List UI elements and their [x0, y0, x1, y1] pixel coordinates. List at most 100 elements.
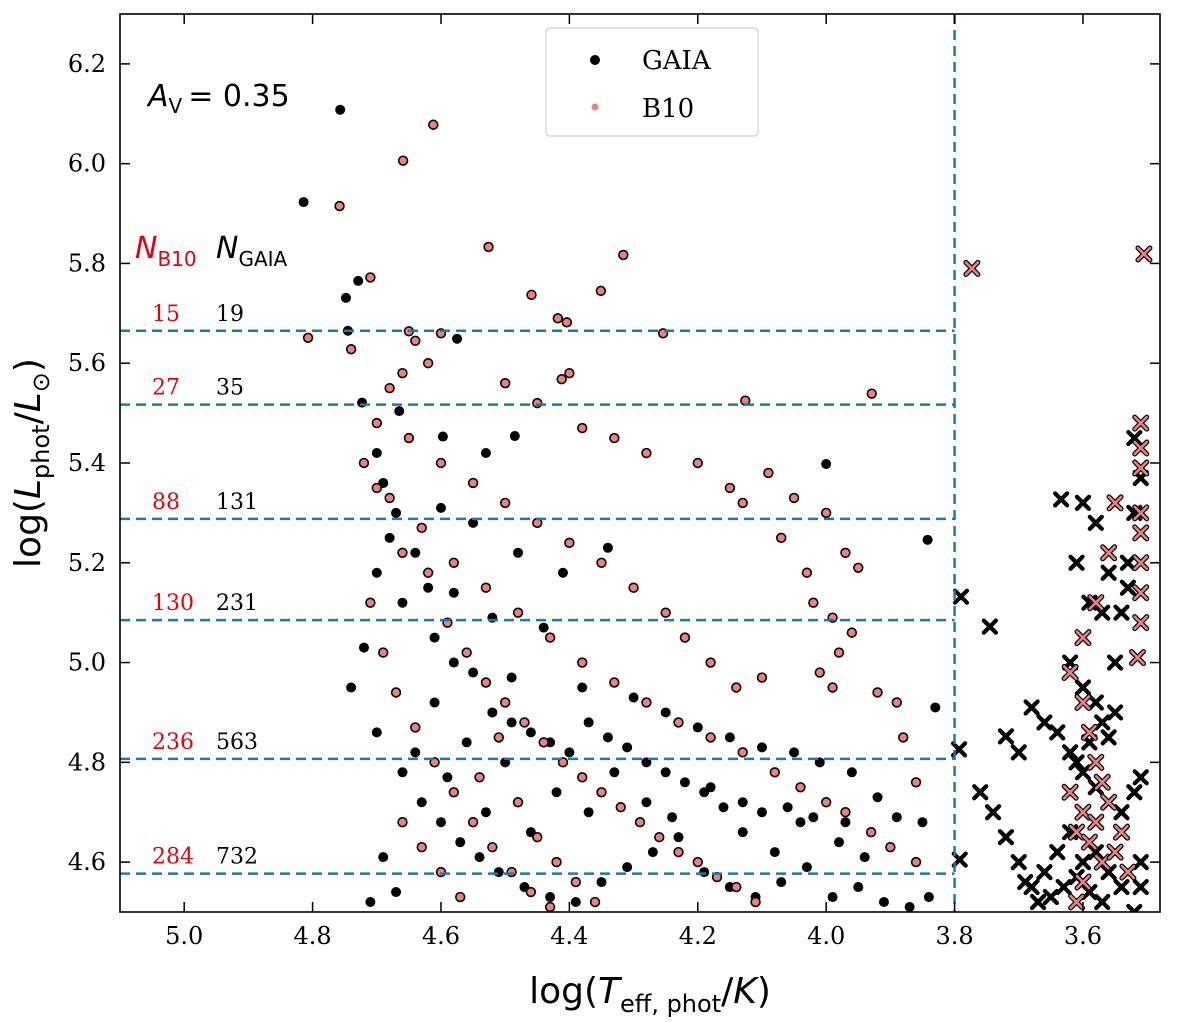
b10-point [526, 289, 537, 301]
b10-point [641, 447, 652, 459]
gaia-cross [1081, 883, 1098, 901]
b10-point [788, 492, 800, 504]
gaia-cross [1113, 804, 1130, 821]
gaia-point [365, 897, 376, 908]
gaia-cross [1126, 784, 1143, 801]
gaia-point [583, 807, 594, 818]
gaia-cross [1132, 769, 1149, 786]
b10-point [345, 344, 357, 355]
gaia-point [474, 852, 485, 863]
n-b10-count: 15 [152, 302, 180, 327]
gaia-point [602, 542, 613, 553]
b10-cross [1080, 723, 1098, 741]
gaia-point [442, 772, 453, 783]
b10-cross [1100, 544, 1118, 562]
b10-point [416, 841, 427, 853]
gaia-cross [1068, 554, 1085, 571]
b10-cross [1132, 504, 1150, 522]
gaia-point [564, 747, 575, 758]
gaia-cross [997, 829, 1015, 846]
b10-point [467, 816, 479, 828]
n-gaia-header: NGAIA [216, 231, 288, 271]
gaia-cross [1100, 564, 1117, 581]
b10-point [820, 507, 832, 519]
gaia-cross [1010, 744, 1027, 761]
gaia-point [429, 697, 440, 708]
x-tick-label: 4.2 [679, 922, 717, 950]
b10-cross [1074, 803, 1092, 821]
b10-cross [1074, 629, 1092, 647]
b10-point [776, 532, 787, 544]
gaia-cross [1126, 903, 1143, 912]
gaia-point [448, 587, 459, 598]
b10-point [461, 647, 472, 658]
gaia-point [493, 867, 504, 878]
gaia-point [660, 767, 671, 778]
gaia-point [602, 732, 613, 743]
b10-point [660, 607, 671, 618]
b10-cross [1132, 614, 1150, 632]
b10-point [750, 896, 761, 908]
n-gaia-count: 35 [216, 376, 244, 401]
gaia-cross [1074, 854, 1092, 871]
gaia-point [647, 847, 658, 858]
gaia-point [468, 517, 479, 528]
gaia-point [628, 692, 639, 703]
b10-point [422, 358, 434, 369]
b10-point [499, 377, 511, 389]
b10-point [397, 368, 408, 379]
gaia-cross [1132, 854, 1149, 871]
gaia-point [538, 622, 549, 633]
gaia-point [391, 887, 402, 898]
gaia-point [357, 397, 368, 408]
b10-cross [1061, 664, 1079, 682]
x-tick-label: 4.0 [807, 922, 845, 950]
b10-point [589, 896, 601, 908]
gaia-point [455, 837, 466, 848]
gaia-point [480, 807, 491, 818]
b10-point [467, 477, 479, 489]
b10-cross [1068, 893, 1086, 911]
b10-point [455, 891, 466, 903]
gaia-cross [1055, 878, 1072, 896]
gaia-point [384, 532, 395, 543]
b10-point [808, 597, 819, 608]
b10-point [609, 677, 620, 688]
b10-cross [1074, 873, 1092, 891]
b10-point [544, 632, 556, 643]
gaia-cross [1126, 429, 1143, 447]
y-tick-label: 5.2 [68, 549, 106, 577]
b10-point [532, 397, 543, 409]
b10-point [556, 373, 567, 385]
gaia-point [397, 597, 408, 608]
b10-point [564, 537, 575, 549]
b10-cross [1080, 833, 1098, 851]
y-tick-label: 5.0 [68, 649, 106, 677]
b10-point [654, 831, 665, 843]
av-annotation: AV = 0.35 [146, 79, 290, 118]
gaia-cross [952, 588, 970, 605]
b10-point [692, 856, 703, 868]
legend-box [545, 27, 759, 137]
b10-cross [1068, 823, 1086, 841]
b10-point [910, 856, 922, 868]
b10-point [499, 697, 511, 708]
annotations: AV = 0.35 NB10 NGAIA [135, 79, 290, 271]
gaia-point [782, 802, 793, 813]
b10-point [499, 497, 511, 509]
n-gaia-count: 231 [216, 591, 258, 616]
b10-point [641, 697, 652, 708]
b10-cross [963, 259, 981, 277]
gaia-cross [1062, 744, 1079, 761]
gaia-cross [1074, 679, 1092, 696]
b10-cross [1135, 245, 1153, 263]
gaia-point [435, 502, 446, 513]
b10-point [827, 682, 838, 693]
gaia-cross [972, 784, 989, 801]
gaia-point [452, 333, 463, 344]
data-marks [298, 104, 1153, 912]
b10-point [397, 547, 408, 558]
gaia-point [416, 797, 427, 808]
b10-cross [1106, 843, 1124, 861]
n-b10-count: 88 [152, 490, 180, 515]
